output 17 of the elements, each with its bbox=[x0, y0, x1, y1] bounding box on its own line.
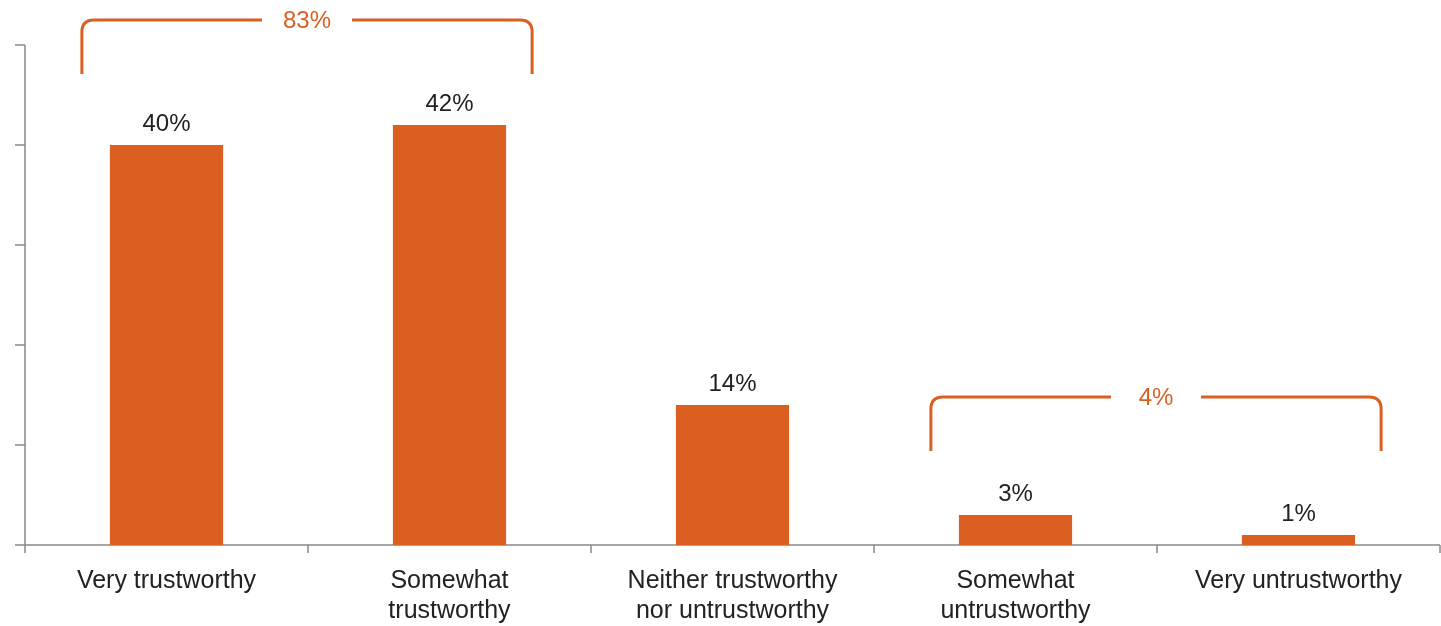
annotation: 4% bbox=[1138, 383, 1174, 411]
data-label: 3% bbox=[998, 479, 1033, 506]
data-label: 42% bbox=[425, 89, 474, 116]
data-label: 1% bbox=[1281, 499, 1316, 526]
bar bbox=[1241, 535, 1356, 545]
bar bbox=[109, 145, 224, 545]
x-tick-label: Neither trustworthy nor untrustworthy bbox=[627, 565, 838, 623]
x-tick-label: Very untrustworthy bbox=[1194, 565, 1403, 593]
bar bbox=[392, 125, 507, 545]
data-label: 40% bbox=[142, 109, 191, 136]
text: 83% bbox=[282, 6, 332, 34]
x-tick-label: Somewhat untrustworthy bbox=[940, 565, 1092, 623]
bar bbox=[675, 405, 790, 545]
x-tick-label: Somewhat trustworthy bbox=[388, 565, 512, 623]
data-label: 14% bbox=[708, 369, 757, 396]
x-tick-label: Very trustworthy bbox=[76, 565, 257, 593]
bar bbox=[958, 515, 1073, 545]
